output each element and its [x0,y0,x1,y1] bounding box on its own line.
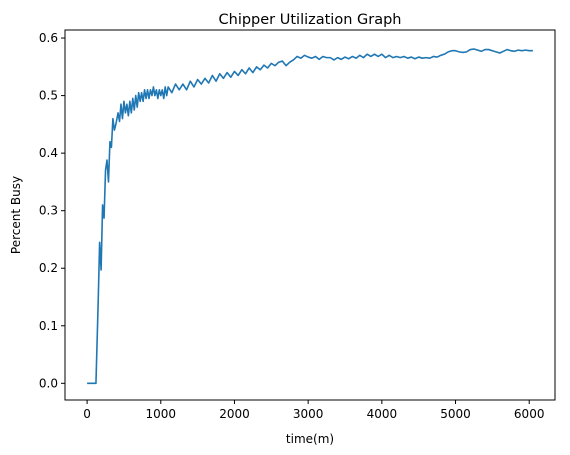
x-tick-label: 1000 [146,407,177,421]
x-tick-label: 0 [83,407,91,421]
y-tick-label: 0.5 [39,89,58,103]
chart-title: Chipper Utilization Graph [219,12,402,28]
y-tick-label: 0.1 [39,319,58,333]
plot-area: 0 1000 2000 3000 4000 5000 6000 0.00.10.20.30.… [39,29,556,421]
x-tick-label: 6000 [514,407,545,421]
x-tick-label: 4000 [367,407,398,421]
y-tick-label: 0.2 [39,261,58,275]
y-tick-label: 0.0 [39,376,58,390]
axes-frame [64,29,556,401]
x-tick-label: 5000 [440,407,471,421]
x-tick-label: 2000 [219,407,250,421]
y-axis: 0.0 0.1 0.2 0.3 0.4 0.5 0.6 [39,31,65,390]
x-tick-label: 3000 [293,407,324,421]
x-axis: 0 1000 2000 3000 4000 5000 6000 [83,400,544,421]
y-tick-label: 0.6 [39,31,58,45]
y-tick-label: 0.3 [39,204,58,218]
x-axis-label: time(m) [286,432,334,446]
y-axis-label: Percent Busy [9,176,23,254]
y-tick-label: 0.4 [39,146,58,160]
series-line [87,48,533,385]
